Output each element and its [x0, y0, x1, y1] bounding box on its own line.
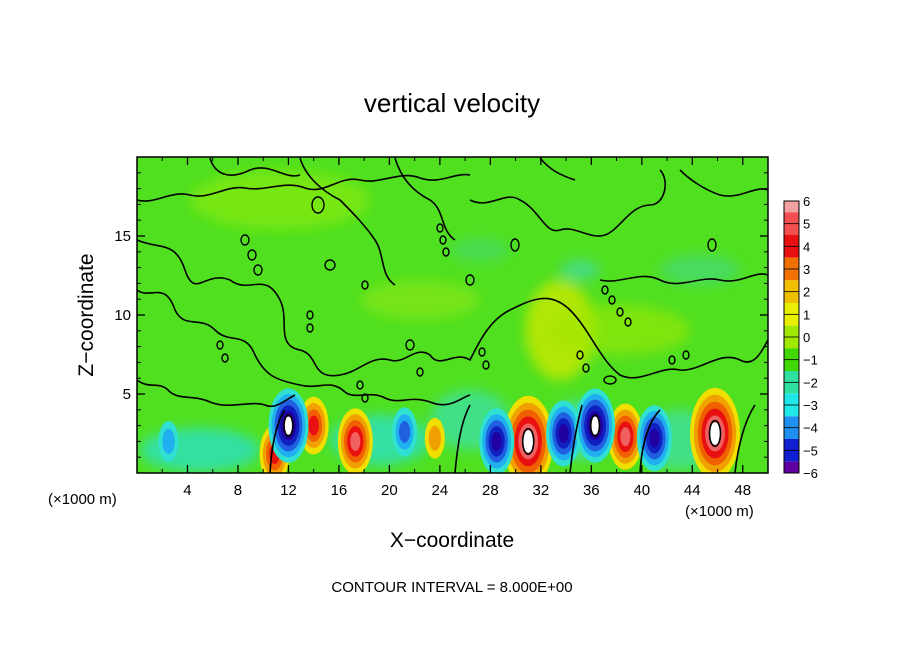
y-axis: 5 10 15 — [114, 172, 768, 458]
colorbar-label: −6 — [803, 466, 818, 481]
x-unit-right: (×1000 m) — [685, 503, 754, 520]
cell-contour — [283, 414, 294, 437]
contour-lines — [137, 157, 768, 473]
colorbar-label: −3 — [803, 398, 818, 413]
y-tick-label: 10 — [114, 307, 131, 324]
cell-band — [708, 422, 722, 445]
velocity-cells — [158, 387, 740, 473]
colorbar-label: 5 — [803, 217, 810, 232]
downdraft-cell — [479, 408, 515, 473]
contour-interval-note: CONTOUR INTERVAL = 8.000E+00 — [331, 579, 572, 596]
colorbar-label: 4 — [803, 239, 810, 254]
x-tick-label: 28 — [482, 482, 499, 499]
cell-band — [162, 428, 175, 454]
updraft-cell — [503, 395, 554, 473]
downdraft-cell — [636, 405, 672, 472]
x-unit-left: (×1000 m) — [48, 491, 117, 508]
cell-band — [283, 416, 294, 435]
x-tick-label: 4 — [183, 482, 191, 499]
cell-contour — [589, 414, 601, 437]
x-tick-label: 16 — [331, 482, 348, 499]
cell-band — [491, 431, 502, 451]
downdraft-cell — [268, 388, 309, 463]
cell-band — [308, 415, 319, 436]
colorbar-label: 1 — [803, 307, 810, 322]
x-tick-label: 36 — [583, 482, 600, 499]
cell-band — [522, 430, 535, 453]
x-tick-label: 32 — [532, 482, 549, 499]
updraft-cell — [337, 408, 373, 473]
colorbar-swatch — [784, 201, 799, 213]
y-tick-label: 15 — [114, 228, 131, 245]
chart-title: vertical velocity — [364, 88, 540, 118]
cell-band — [590, 416, 600, 435]
x-tick-label: 24 — [432, 482, 449, 499]
cell-contour — [708, 419, 722, 448]
colorbar-label: −5 — [803, 443, 818, 458]
cell-band — [620, 427, 631, 447]
x-tick-label: 44 — [684, 482, 701, 499]
cell-band — [649, 428, 660, 448]
colorbar: 6 5 4 3 2 1 0 −1 −2 −3 −4 −5 −6 — [783, 194, 818, 481]
x-tick-label: 40 — [633, 482, 650, 499]
y-tick-label: 5 — [123, 386, 131, 403]
colorbar-label: 2 — [803, 285, 810, 300]
downdraft-cell — [392, 407, 418, 457]
downdraft-cell — [158, 421, 179, 462]
colorbar-swatch — [784, 461, 799, 473]
x-axis: 4 8 12 16 20 24 28 32 36 40 44 48 — [161, 157, 751, 499]
x-tick-label: 12 — [280, 482, 297, 499]
x-axis-label: X−coordinate — [390, 529, 514, 552]
x-tick-label: 8 — [234, 482, 242, 499]
cell-band — [350, 431, 361, 451]
colorbar-label: −1 — [803, 353, 818, 368]
y-axis-label: Z−coordinate — [75, 253, 98, 376]
cell-band — [428, 425, 441, 451]
colorbar-label: 6 — [803, 194, 810, 209]
colorbar-label: 3 — [803, 262, 810, 277]
cell-band — [558, 424, 569, 443]
colorbar-label: −2 — [803, 375, 818, 390]
downdraft-cell — [575, 388, 616, 463]
updraft-cell — [690, 387, 740, 473]
x-tick-label: 48 — [734, 482, 751, 499]
colorbar-label: −4 — [803, 421, 818, 436]
contour-loops — [216, 196, 717, 403]
colorbar-label: 0 — [803, 330, 810, 345]
updraft-cell — [424, 417, 445, 459]
x-tick-label: 20 — [381, 482, 398, 499]
cell-band — [398, 420, 411, 443]
cell-contour — [521, 427, 535, 455]
plot-field — [137, 157, 768, 473]
updraft-cell — [607, 403, 643, 470]
